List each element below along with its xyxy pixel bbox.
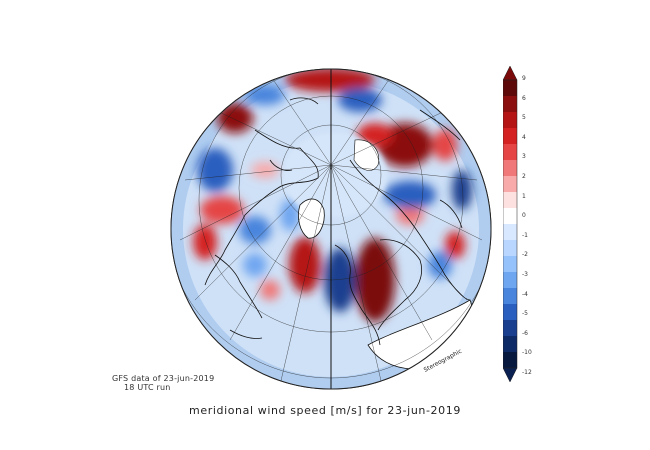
meridian-line (214, 109, 332, 166)
colorbar-swatch (503, 208, 517, 225)
colorbar-swatch (503, 256, 517, 273)
wind-blob-negative (197, 148, 233, 192)
data-credit: GFS data of 23-jun-2019 18 UTC run (112, 374, 214, 392)
wind-blob-positive (200, 196, 244, 224)
wind-blob-positive (251, 162, 279, 178)
colorbar-swatch (503, 304, 517, 321)
colorbar-tick-label: 3 (522, 153, 526, 161)
meridian-line (194, 164, 332, 301)
wind-blob-positive (355, 238, 395, 322)
colorbar-swatch (503, 96, 517, 113)
colorbar-swatch (503, 224, 517, 241)
colorbar-swatch (503, 288, 517, 305)
coastline (214, 254, 263, 319)
meridian-line (184, 164, 332, 181)
colorbar-swatch (503, 144, 517, 161)
colorbar-tick-label: -1 (522, 231, 528, 239)
colorbar-swatch (503, 272, 517, 289)
wind-blob-positive (193, 224, 217, 260)
colorbar-min-arrow (502, 367, 518, 383)
meridian-line (330, 164, 483, 241)
land-greenland (298, 198, 325, 239)
meridian-line (330, 164, 478, 181)
wind-blob-positive (433, 129, 457, 161)
colorbar-swatch (503, 160, 517, 177)
coastline (289, 97, 319, 105)
colorbar-swatch (503, 80, 517, 97)
colorbar-tick-label: -10 (522, 349, 532, 357)
wind-blob-negative (245, 85, 285, 105)
colorbar-tick-label: 4 (522, 133, 526, 141)
coastline (229, 329, 263, 339)
meridian-line (330, 164, 383, 386)
wind-blob-negative (243, 253, 267, 277)
colorbar-tick-label: 9 (522, 75, 526, 82)
coastline (334, 244, 381, 346)
wind-blob-negative (428, 251, 452, 279)
colorbar-tick-label: -6 (522, 329, 528, 337)
meridian-line (330, 77, 391, 166)
credit-line-1: GFS data of 23-jun-2019 (112, 374, 215, 383)
colorbar-tick-label: -5 (522, 310, 528, 318)
meridian-line (179, 164, 332, 241)
wind-blob-negative (452, 170, 472, 210)
colorbar-swatch (503, 192, 517, 209)
colorbar-tick-label: 5 (522, 114, 526, 122)
meridian-line (330, 109, 448, 166)
colorbar-swatch (503, 240, 517, 257)
wind-blob-positive (289, 237, 321, 293)
meridian-line (271, 77, 332, 166)
colorbar-tick-label: 0 (522, 212, 526, 220)
credit-line-2: 18 UTC run (124, 383, 171, 392)
colorbar-swatch (503, 176, 517, 193)
coastline (419, 109, 461, 141)
colorbar-tick-label: 2 (522, 173, 526, 180)
wind-blob-negative (280, 199, 300, 231)
wind-blob-positive (217, 103, 253, 133)
coastline (269, 159, 293, 171)
wind-blob-positive (260, 280, 280, 300)
meridian-line (330, 164, 468, 301)
colorbar-tick-label: -2 (522, 251, 528, 259)
colorbar (502, 65, 529, 383)
colorbar-swatch (503, 112, 517, 129)
colorbar-swatch (503, 336, 517, 353)
colorbar-graphic (502, 65, 518, 383)
colorbar-max-arrow (502, 65, 518, 81)
meridian-line (330, 164, 433, 341)
coastline (377, 239, 422, 331)
colorbar-swatch (503, 352, 517, 369)
colorbar-tick-label: -3 (522, 271, 528, 278)
colorbar-swatch (503, 320, 517, 337)
wind-blob-positive (285, 69, 375, 92)
wind-blob-negative (338, 88, 382, 112)
meridian-line (229, 164, 332, 341)
map-title: meridional wind speed [m/s] for 23-jun-2… (189, 404, 461, 417)
colorbar-tick-label: -4 (522, 290, 528, 298)
colorbar-tick-label: 1 (522, 192, 526, 200)
wind-blob-negative (324, 248, 356, 312)
wind-blob-negative (239, 216, 271, 244)
colorbar-tick-label: -12 (522, 369, 532, 376)
meridian-line (279, 164, 332, 386)
colorbar-swatch (503, 128, 517, 145)
coastline (204, 129, 319, 286)
colorbar-tick-label: 6 (522, 94, 526, 102)
